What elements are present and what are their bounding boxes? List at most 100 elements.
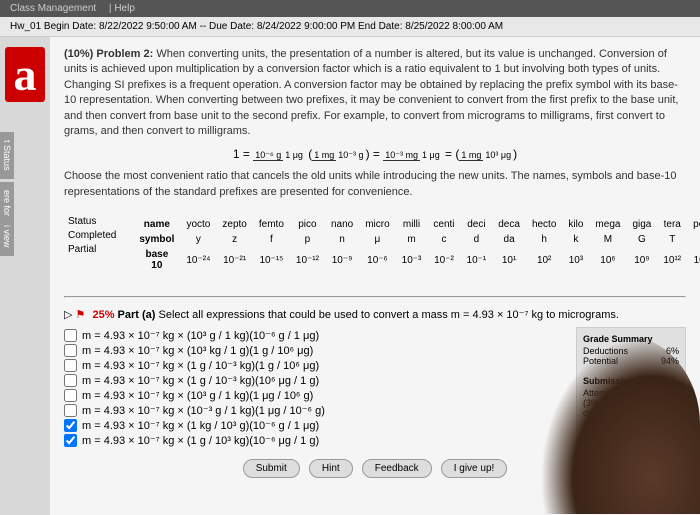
option-checkbox[interactable] — [64, 374, 77, 387]
submissions-heading: Submissions — [583, 376, 679, 386]
prefix-symbol-cell: μ — [360, 233, 394, 246]
prefix-name-cell: peta — [688, 218, 700, 231]
prefix-name-cell: kilo — [563, 218, 588, 231]
help-link[interactable]: Help — [114, 3, 135, 14]
prefix-name-cell: yocto — [181, 218, 215, 231]
answer-option[interactable]: m = 4.93 × 10⁻⁷ kg × (10⁻³ g / 1 kg)(1 μ… — [64, 404, 566, 417]
part-label: ▷ ⚑ 25% Part (a) Select all expressions … — [64, 308, 686, 321]
prefix-base-cell: 10⁻¹ — [462, 248, 492, 272]
option-text: m = 4.93 × 10⁻⁷ kg × (10³ g / 1 kg)(10⁻⁶… — [82, 329, 319, 342]
option-text: m = 4.93 × 10⁻⁷ kg × (10³ kg / 1 g)(1 g … — [82, 344, 313, 357]
feedback-button[interactable]: Feedback — [362, 459, 432, 478]
problem-body: When converting units, the presentation … — [64, 48, 679, 137]
deductions-value: 6% — [666, 346, 679, 356]
prefix-symbol-cell: T — [658, 233, 686, 246]
answer-option[interactable]: m = 4.93 × 10⁻⁷ kg × (1 kg / 10³ g)(10⁻⁶… — [64, 419, 566, 432]
potential-value: 94% — [661, 356, 679, 366]
option-text: m = 4.93 × 10⁻⁷ kg × (10⁻³ g / 1 kg)(1 μ… — [82, 404, 325, 417]
top-bar: Class Management | Help — [0, 0, 700, 17]
choose-text: Choose the most convenient ratio that ca… — [64, 169, 686, 200]
prefix-base-cell: 10⁻¹⁵ — [254, 248, 289, 272]
prefix-symbol-cell: n — [326, 233, 358, 246]
status-completed: Completed — [68, 230, 116, 241]
prefix-base-cell: 10¹⁵ — [688, 248, 700, 272]
problem-text: (10%) Problem 2: When converting units, … — [64, 47, 686, 139]
answer-option[interactable]: m = 4.93 × 10⁻⁷ kg × (10³ g / 1 kg)(1 μg… — [64, 389, 566, 402]
option-text: m = 4.93 × 10⁻⁷ kg × (1 kg / 10³ g)(10⁻⁶… — [82, 419, 319, 432]
prefix-name-cell: deca — [493, 218, 525, 231]
prefix-name-cell: deci — [462, 218, 492, 231]
class-mgmt-link[interactable]: Class Management — [10, 3, 96, 14]
giveup-button[interactable]: I give up! — [441, 459, 508, 478]
submit-button[interactable]: Submit — [243, 459, 300, 478]
potential-label: Potential — [583, 356, 618, 366]
prefix-name-cell: tera — [658, 218, 686, 231]
answer-option[interactable]: m = 4.93 × 10⁻⁷ kg × (10³ kg / 1 g)(1 g … — [64, 344, 566, 357]
prefix-name-cell: name — [134, 218, 179, 231]
prefix-symbol-cell: z — [217, 233, 251, 246]
hint-button[interactable]: Hint — [309, 459, 353, 478]
prefix-symbol-cell: d — [462, 233, 492, 246]
prefix-name-cell: nano — [326, 218, 358, 231]
button-row: Submit Hint Feedback I give up! — [64, 459, 686, 478]
options-list: m = 4.93 × 10⁻⁷ kg × (10³ g / 1 kg)(10⁻⁶… — [64, 327, 566, 449]
prefix-symbol-cell: P — [688, 233, 700, 246]
part-a-label: Part (a) — [118, 309, 156, 321]
part-percent: 25% — [92, 309, 114, 321]
status-column: Status Completed Partial — [64, 208, 120, 288]
prefix-symbol-cell: h — [527, 233, 561, 246]
prefix-symbol-cell: da — [493, 233, 525, 246]
flag-icon: ⚑ — [76, 309, 86, 321]
content: (10%) Problem 2: When converting units, … — [50, 37, 700, 515]
conversion-formula: 1 = 10⁻⁶ g1 μg (1 mg10⁻³ g) = 10⁻³ mg1 μ… — [64, 147, 686, 161]
problem-heading: (10%) Problem 2: — [64, 48, 153, 60]
option-checkbox[interactable] — [64, 434, 77, 447]
prefix-name-cell: giga — [627, 218, 656, 231]
deductions-label: Deductions — [583, 346, 628, 356]
prefix-name-cell: centi — [428, 218, 459, 231]
option-checkbox[interactable] — [64, 359, 77, 372]
option-text: m = 4.93 × 10⁻⁷ kg × (1 g / 10⁻³ kg)(1 g… — [82, 359, 319, 372]
detail-link[interactable]: detail — [583, 408, 679, 418]
prefix-base-cell: 10¹² — [658, 248, 686, 272]
answer-option[interactable]: m = 4.93 × 10⁻⁷ kg × (10³ g / 1 kg)(10⁻⁶… — [64, 329, 566, 342]
prefix-base-cell: 10⁻²¹ — [217, 248, 251, 272]
prefix-base-cell: 10⁻⁹ — [326, 248, 358, 272]
prefix-name-cell: milli — [397, 218, 427, 231]
option-checkbox[interactable] — [64, 404, 77, 417]
tab-view[interactable]: i view — [0, 217, 14, 256]
logo: a — [5, 47, 45, 102]
prefix-symbol-cell: symbol — [134, 233, 179, 246]
prefix-symbol-cell: p — [291, 233, 324, 246]
tab-status[interactable]: t Status — [0, 132, 14, 179]
prefix-symbol-cell: c — [428, 233, 459, 246]
prefix-base-cell: 10⁻³ — [397, 248, 427, 272]
option-text: m = 4.93 × 10⁻⁷ kg × (1 g / 10⁻³ kg)(10⁶… — [82, 374, 319, 387]
option-checkbox[interactable] — [64, 344, 77, 357]
grade-heading: Grade Summary — [583, 334, 679, 344]
attempts-remaining: Attempts remaining: 5 — [583, 388, 679, 398]
prefix-symbol-cell: f — [254, 233, 289, 246]
prefix-base-cell: 10³ — [563, 248, 588, 272]
answer-option[interactable]: m = 4.93 × 10⁻⁷ kg × (1 g / 10⁻³ kg)(10⁶… — [64, 374, 566, 387]
prefix-base-cell: 10² — [527, 248, 561, 272]
hw-dates: Hw_01 Begin Date: 8/22/2022 9:50:00 AM -… — [0, 17, 700, 37]
prefix-table: nameyoctozeptofemtopiconanomicromillicen… — [132, 216, 700, 274]
option-text: m = 4.93 × 10⁻⁷ kg × (10³ g / 1 kg)(1 μg… — [82, 389, 313, 402]
option-checkbox[interactable] — [64, 419, 77, 432]
prefix-base-cell: 10⁹ — [627, 248, 656, 272]
answer-option[interactable]: m = 4.93 × 10⁻⁷ kg × (1 g / 10⁻³ kg)(1 g… — [64, 359, 566, 372]
answer-option[interactable]: m = 4.93 × 10⁻⁷ kg × (1 g / 10³ kg)(10⁻⁶… — [64, 434, 566, 447]
prefix-name-cell: hecto — [527, 218, 561, 231]
option-checkbox[interactable] — [64, 329, 77, 342]
prefix-base-cell: 10⁻² — [428, 248, 459, 272]
option-checkbox[interactable] — [64, 389, 77, 402]
prefix-symbol-cell: G — [627, 233, 656, 246]
prefix-name-cell: mega — [590, 218, 625, 231]
option-text: m = 4.93 × 10⁻⁷ kg × (1 g / 10³ kg)(10⁻⁶… — [82, 434, 319, 447]
part-instruction: Select all expressions that could be use… — [159, 309, 619, 321]
prefix-symbol-cell: y — [181, 233, 215, 246]
prefix-symbol-cell: m — [397, 233, 427, 246]
prefix-base-cell: 10¹ — [493, 248, 525, 272]
per-attempt: (3% per attempt) — [583, 398, 679, 408]
